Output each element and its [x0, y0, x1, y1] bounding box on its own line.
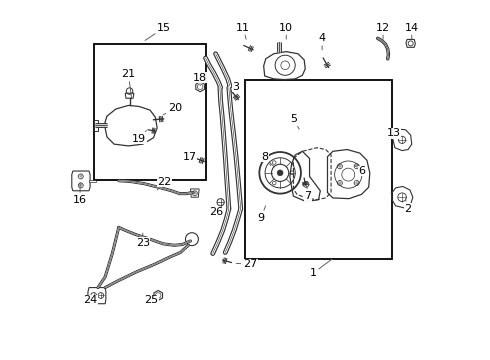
Text: 8: 8 — [261, 152, 271, 166]
Text: 17: 17 — [182, 152, 196, 162]
Text: 25: 25 — [144, 295, 158, 305]
Text: 21: 21 — [122, 69, 136, 99]
Text: 5: 5 — [290, 114, 299, 129]
Bar — [245, 80, 392, 259]
Text: 24: 24 — [83, 295, 97, 305]
Bar — [95, 44, 205, 180]
Text: 14: 14 — [405, 23, 419, 39]
Text: 15: 15 — [145, 23, 172, 40]
Text: 9: 9 — [258, 206, 266, 222]
Text: 18: 18 — [193, 73, 207, 86]
Text: 13: 13 — [387, 129, 401, 138]
Circle shape — [277, 170, 283, 176]
Text: 27: 27 — [236, 259, 258, 269]
Text: 1: 1 — [310, 259, 332, 278]
Text: 3: 3 — [233, 82, 240, 96]
Text: 22: 22 — [157, 177, 171, 190]
Text: 19: 19 — [132, 131, 147, 144]
Text: 6: 6 — [355, 166, 365, 176]
Text: 10: 10 — [279, 23, 293, 39]
Text: 23: 23 — [136, 233, 150, 248]
Text: 20: 20 — [163, 103, 182, 115]
Text: 26: 26 — [209, 204, 223, 217]
Text: 16: 16 — [73, 183, 87, 205]
Text: 4: 4 — [318, 33, 326, 50]
Text: 2: 2 — [405, 199, 412, 214]
Text: 7: 7 — [304, 187, 311, 201]
Text: 12: 12 — [376, 23, 390, 39]
Text: 11: 11 — [236, 23, 250, 39]
